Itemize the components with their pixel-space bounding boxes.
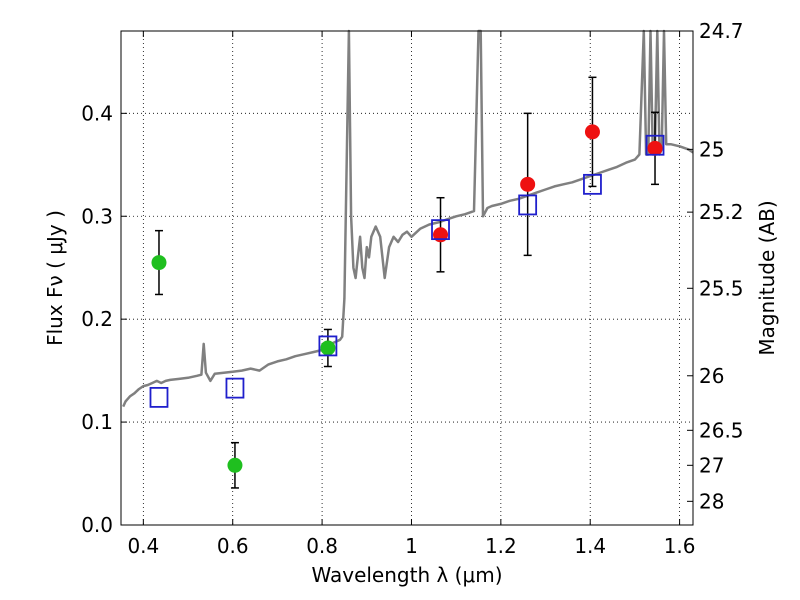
- x-tick-label: 1: [405, 534, 418, 558]
- y2-tick-label: 24.7: [699, 19, 744, 43]
- y-tick-labels: 0.0 0.1 0.2 0.3 0.4: [81, 101, 113, 537]
- y-tick-label: 0.3: [81, 204, 113, 228]
- data-point-square: [431, 219, 450, 241]
- y2-tick-label: 25.2: [699, 200, 744, 224]
- data-point-square: [518, 194, 538, 216]
- data-point-square: [318, 335, 338, 357]
- y2-tick-label: 26: [699, 364, 724, 388]
- spectrum-line: [122, 29, 694, 408]
- y2-tick-label: 28: [699, 489, 724, 513]
- x-tick-label: 1.4: [574, 534, 606, 558]
- y-axis-label: Flux Fν ( μJy ): [43, 210, 67, 346]
- y-tick-label: 0.0: [81, 513, 113, 537]
- data-point-circle: [520, 176, 536, 192]
- data-point-circle: [151, 255, 167, 271]
- data-point-square: [645, 134, 665, 156]
- y2-tick-label: 25: [699, 137, 724, 161]
- data-point-circle: [320, 340, 336, 356]
- y2-tick-label: 25.5: [699, 276, 744, 300]
- ticks-layer: [121, 30, 693, 526]
- data-point-square: [225, 377, 245, 399]
- spectrum-layer: [122, 29, 694, 408]
- errorbar-layer: [154, 76, 660, 489]
- x-tick-labels: 0.4 0.6 0.8 1 1.2 1.4 1.6: [127, 534, 695, 558]
- x-tick-label: 1.2: [485, 534, 517, 558]
- x-axis-label: Wavelength λ (μm): [311, 563, 502, 587]
- data-point-square: [149, 386, 169, 408]
- data-point-circle: [227, 457, 243, 473]
- x-tick-label: 0.6: [217, 534, 249, 558]
- y-tick-label: 0.1: [81, 410, 113, 434]
- y2-tick-label: 27: [699, 453, 724, 477]
- y-tick-label: 0.2: [81, 307, 113, 331]
- x-tick-label: 0.4: [127, 534, 159, 558]
- y-tick-label: 0.4: [81, 101, 113, 125]
- marker-layer: [149, 124, 665, 473]
- data-point-square: [583, 173, 602, 195]
- y2-tick-labels: 24.7 25 25.2 25.5 26 26.5 27 28: [699, 19, 744, 513]
- x-tick-label: 1.6: [664, 534, 696, 558]
- y2-tick-label: 26.5: [699, 418, 744, 442]
- data-point-circle: [647, 140, 663, 156]
- data-point-circle: [584, 124, 600, 140]
- plot-frame: [120, 30, 694, 526]
- grid-layer: [121, 31, 693, 525]
- y2-axis-label: Magnitude (AB): [755, 200, 779, 355]
- x-tick-label: 0.8: [306, 534, 338, 558]
